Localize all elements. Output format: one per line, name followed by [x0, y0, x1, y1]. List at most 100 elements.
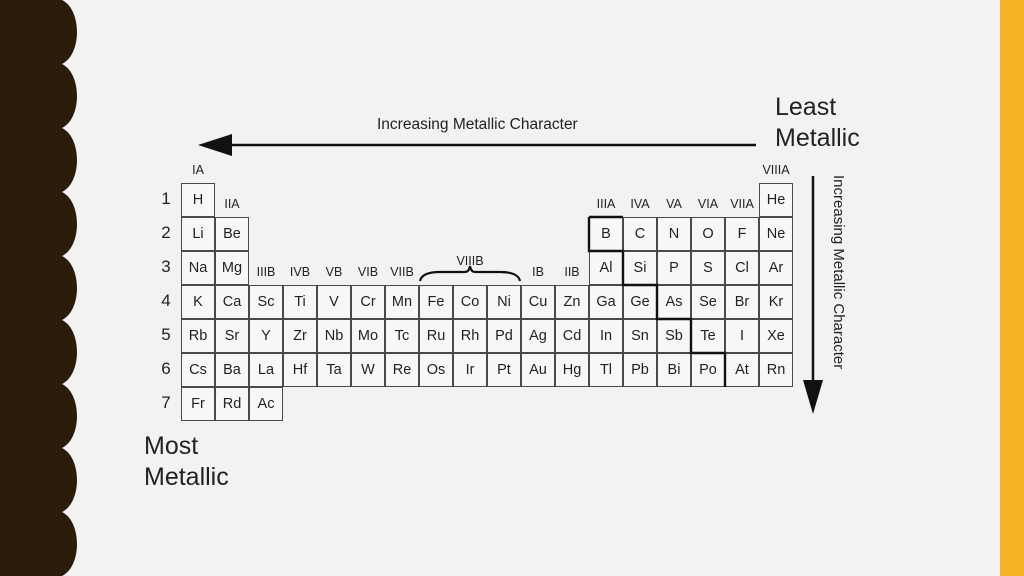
element-cell-s: S	[691, 251, 725, 285]
period-label-4: 4	[161, 291, 171, 310]
element-cell-te: Te	[691, 319, 725, 353]
group-label-ia: IA	[192, 163, 204, 177]
group-label-vb: VB	[325, 265, 343, 279]
element-cell-kr: Kr	[759, 285, 793, 319]
group-label-viiib: VIIIB	[456, 254, 484, 268]
element-cell-zr: Zr	[283, 319, 317, 353]
group-label-iiib: IIIB	[256, 265, 276, 279]
element-cell-al: Al	[589, 251, 623, 285]
element-cell-hf: Hf	[283, 353, 317, 387]
element-cell-cs: Cs	[181, 353, 215, 387]
element-cell-zn: Zn	[555, 285, 589, 319]
group-label-vib: VIB	[357, 265, 379, 279]
group-label-via: VIA	[697, 197, 719, 211]
group-label-viib: VIIB	[390, 265, 414, 279]
element-cell-re: Re	[385, 353, 419, 387]
element-cell-ne: Ne	[759, 217, 793, 251]
horizontal-arrow-label: Increasing Metallic Character	[377, 116, 578, 133]
element-cell-ge: Ge	[623, 285, 657, 319]
group-label-iia: IIA	[224, 197, 240, 211]
element-cell-si: Si	[623, 251, 657, 285]
period-label-5: 5	[161, 325, 171, 344]
element-cell-xe: Xe	[759, 319, 793, 353]
period-label-7: 7	[161, 393, 171, 412]
element-cell-ba: Ba	[215, 353, 249, 387]
element-cell-at: At	[725, 353, 759, 387]
element-cell-pd: Pd	[487, 319, 521, 353]
element-cell-la: La	[249, 353, 283, 387]
most-metallic-label: Most Metallic	[144, 431, 229, 493]
element-cell-fe: Fe	[419, 285, 453, 319]
element-cell-ta: Ta	[317, 353, 351, 387]
period-label-1: 1	[161, 189, 171, 208]
period-label-3: 3	[161, 257, 171, 276]
element-cell-sn: Sn	[623, 319, 657, 353]
group-label-viia: VIIA	[730, 197, 754, 211]
element-cell-fr: Fr	[181, 387, 215, 421]
element-cell-ag: Ag	[521, 319, 555, 353]
element-cell-rh: Rh	[453, 319, 487, 353]
element-cell-f: F	[725, 217, 759, 251]
element-cell-tl: Tl	[589, 353, 623, 387]
element-cell-as: As	[657, 285, 691, 319]
element-cell-i: I	[725, 319, 759, 353]
element-cell-au: Au	[521, 353, 555, 387]
group-label-va: VA	[666, 197, 682, 211]
period-label-2: 2	[161, 223, 171, 242]
element-cell-nb: Nb	[317, 319, 351, 353]
element-cell-k: K	[181, 285, 215, 319]
element-cell-br: Br	[725, 285, 759, 319]
element-cell-mn: Mn	[385, 285, 419, 319]
element-cell-hg: Hg	[555, 353, 589, 387]
left-wavy-border	[0, 0, 77, 576]
element-cell-pt: Pt	[487, 353, 521, 387]
period-label-6: 6	[161, 359, 171, 378]
element-cell-n: N	[657, 217, 691, 251]
element-cell-ru: Ru	[419, 319, 453, 353]
right-accent-stripe	[1000, 0, 1024, 576]
element-cell-cr: Cr	[351, 285, 385, 319]
element-cell-ar: Ar	[759, 251, 793, 285]
element-cell-po: Po	[691, 353, 725, 387]
element-cell-mg: Mg	[215, 251, 249, 285]
element-cell-li: Li	[181, 217, 215, 251]
element-cell-he: He	[759, 183, 793, 217]
element-cell-ni: Ni	[487, 285, 521, 319]
least-metallic-line-1: Least	[775, 93, 837, 121]
element-cell-tc: Tc	[385, 319, 419, 353]
group-label-ib: IB	[532, 265, 544, 279]
element-cell-ga: Ga	[589, 285, 623, 319]
element-cell-be: Be	[215, 217, 249, 251]
group-label-iva: IVA	[630, 197, 650, 211]
element-cell-pb: Pb	[623, 353, 657, 387]
element-cell-sc: Sc	[249, 285, 283, 319]
element-cell-sr: Sr	[215, 319, 249, 353]
element-cell-h: H	[181, 183, 215, 217]
group-label-ivb: IVB	[289, 265, 311, 279]
element-cell-in: In	[589, 319, 623, 353]
element-cell-c: C	[623, 217, 657, 251]
element-cell-co: Co	[453, 285, 487, 319]
least-metallic-line-2: Metallic	[775, 124, 860, 152]
element-cell-b: B	[589, 217, 623, 251]
least-metallic-label: Least Metallic	[775, 92, 860, 154]
element-cell-ti: Ti	[283, 285, 317, 319]
element-cell-v: V	[317, 285, 351, 319]
element-cell-rb: Rb	[181, 319, 215, 353]
element-cell-cu: Cu	[521, 285, 555, 319]
element-cell-bi: Bi	[657, 353, 691, 387]
group-label-iiia: IIIA	[596, 197, 616, 211]
element-cell-cl: Cl	[725, 251, 759, 285]
element-cell-sb: Sb	[657, 319, 691, 353]
element-cell-ca: Ca	[215, 285, 249, 319]
element-cell-cd: Cd	[555, 319, 589, 353]
most-metallic-line-2: Metallic	[144, 463, 229, 491]
element-cell-rd: Rd	[215, 387, 249, 421]
element-cell-mo: Mo	[351, 319, 385, 353]
group-label-iib: IIB	[564, 265, 580, 279]
element-cell-ir: Ir	[453, 353, 487, 387]
element-cell-rn: Rn	[759, 353, 793, 387]
element-cell-na: Na	[181, 251, 215, 285]
most-metallic-line-1: Most	[144, 432, 199, 460]
